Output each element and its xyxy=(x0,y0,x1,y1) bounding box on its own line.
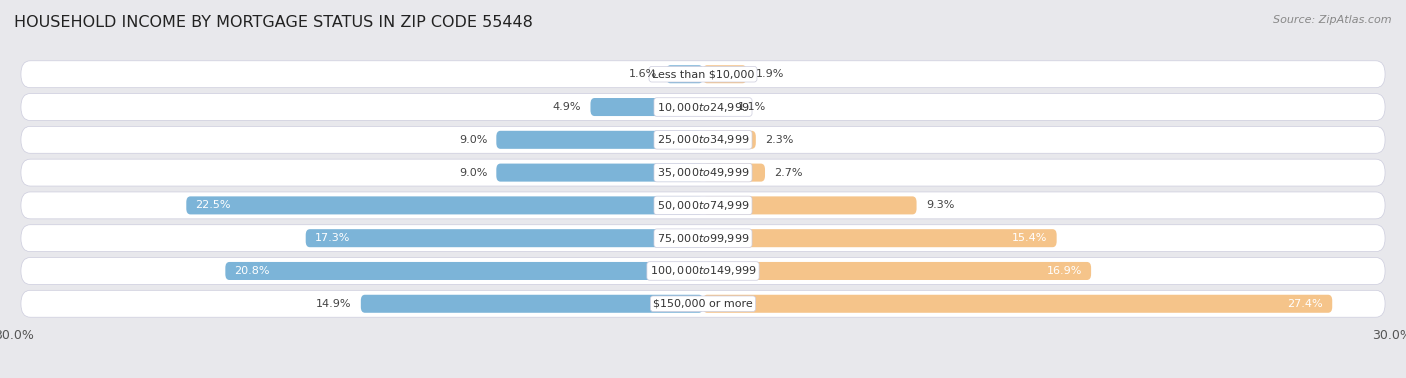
Text: 9.0%: 9.0% xyxy=(458,167,486,178)
Text: 15.4%: 15.4% xyxy=(1012,233,1047,243)
Text: 1.6%: 1.6% xyxy=(628,69,657,79)
FancyBboxPatch shape xyxy=(703,197,917,214)
Text: $75,000 to $99,999: $75,000 to $99,999 xyxy=(657,232,749,245)
Text: 17.3%: 17.3% xyxy=(315,233,350,243)
FancyBboxPatch shape xyxy=(361,295,703,313)
FancyBboxPatch shape xyxy=(21,257,1385,284)
Text: 9.0%: 9.0% xyxy=(458,135,486,145)
FancyBboxPatch shape xyxy=(21,94,1385,121)
Text: 9.3%: 9.3% xyxy=(925,200,955,211)
Text: 2.3%: 2.3% xyxy=(765,135,793,145)
Text: $100,000 to $149,999: $100,000 to $149,999 xyxy=(650,265,756,277)
Text: 22.5%: 22.5% xyxy=(195,200,231,211)
FancyBboxPatch shape xyxy=(703,229,1057,247)
FancyBboxPatch shape xyxy=(496,164,703,181)
FancyBboxPatch shape xyxy=(305,229,703,247)
FancyBboxPatch shape xyxy=(496,131,703,149)
Text: HOUSEHOLD INCOME BY MORTGAGE STATUS IN ZIP CODE 55448: HOUSEHOLD INCOME BY MORTGAGE STATUS IN Z… xyxy=(14,15,533,30)
FancyBboxPatch shape xyxy=(21,192,1385,219)
FancyBboxPatch shape xyxy=(225,262,703,280)
FancyBboxPatch shape xyxy=(21,159,1385,186)
FancyBboxPatch shape xyxy=(666,65,703,83)
FancyBboxPatch shape xyxy=(703,262,1091,280)
Text: Source: ZipAtlas.com: Source: ZipAtlas.com xyxy=(1274,15,1392,25)
Text: $150,000 or more: $150,000 or more xyxy=(654,299,752,309)
Text: $50,000 to $74,999: $50,000 to $74,999 xyxy=(657,199,749,212)
FancyBboxPatch shape xyxy=(591,98,703,116)
FancyBboxPatch shape xyxy=(703,65,747,83)
Text: Less than $10,000: Less than $10,000 xyxy=(652,69,754,79)
FancyBboxPatch shape xyxy=(21,61,1385,88)
Text: 14.9%: 14.9% xyxy=(316,299,352,309)
FancyBboxPatch shape xyxy=(703,131,756,149)
Text: 16.9%: 16.9% xyxy=(1046,266,1083,276)
Text: 20.8%: 20.8% xyxy=(235,266,270,276)
FancyBboxPatch shape xyxy=(21,225,1385,252)
FancyBboxPatch shape xyxy=(21,126,1385,153)
FancyBboxPatch shape xyxy=(21,290,1385,317)
Text: $35,000 to $49,999: $35,000 to $49,999 xyxy=(657,166,749,179)
Text: $25,000 to $34,999: $25,000 to $34,999 xyxy=(657,133,749,146)
FancyBboxPatch shape xyxy=(703,98,728,116)
Text: $10,000 to $24,999: $10,000 to $24,999 xyxy=(657,101,749,113)
Text: 1.9%: 1.9% xyxy=(756,69,785,79)
FancyBboxPatch shape xyxy=(703,295,1333,313)
Text: 4.9%: 4.9% xyxy=(553,102,581,112)
FancyBboxPatch shape xyxy=(703,164,765,181)
Text: 1.1%: 1.1% xyxy=(738,102,766,112)
Text: 27.4%: 27.4% xyxy=(1288,299,1323,309)
Text: 2.7%: 2.7% xyxy=(775,167,803,178)
FancyBboxPatch shape xyxy=(186,197,703,214)
